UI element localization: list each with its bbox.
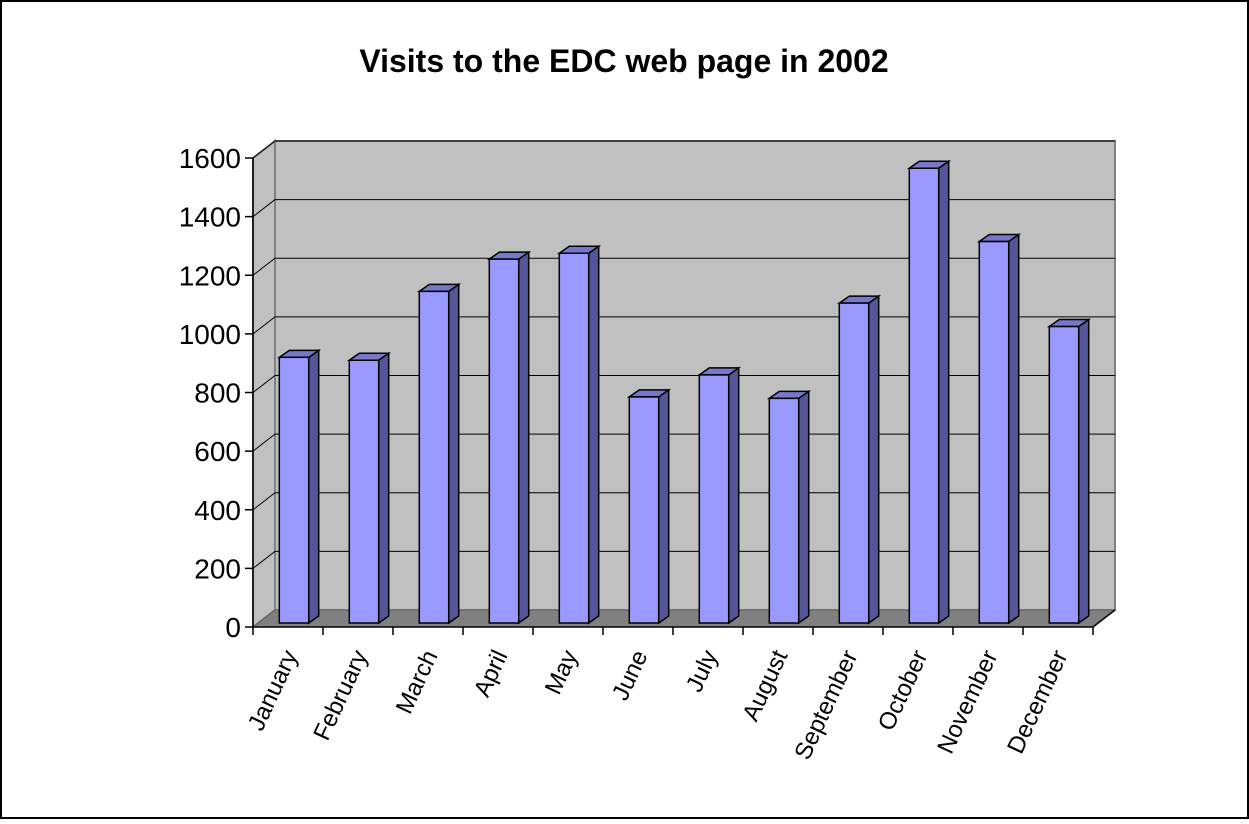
gridline — [252, 375, 1115, 393]
gridline — [252, 140, 1115, 159]
y-tick-label: 1200 — [179, 260, 241, 291]
gridline — [252, 433, 1115, 452]
bar-july — [696, 366, 742, 625]
bar-side — [587, 244, 600, 625]
bar-side — [867, 294, 880, 625]
floor-edge — [1092, 609, 1116, 628]
bar-front — [698, 374, 730, 624]
bar-december — [1046, 318, 1092, 625]
bar-front — [978, 240, 1010, 624]
bar-october — [906, 159, 952, 625]
y-tick-label: 200 — [194, 553, 241, 584]
y-tick-label: 600 — [194, 436, 241, 467]
y-tick-label: 1000 — [179, 319, 241, 350]
y-tick-label: 800 — [194, 378, 241, 409]
bar-side — [1007, 233, 1020, 625]
bar-front — [768, 397, 800, 624]
y-tick-label: 1600 — [179, 143, 241, 174]
bar-may — [556, 244, 602, 625]
bar-front — [838, 302, 870, 624]
y-tick-label: 400 — [194, 495, 241, 526]
bar-front — [628, 396, 660, 624]
bar-front — [1048, 325, 1080, 624]
bar-june — [626, 388, 672, 625]
bars — [276, 159, 1092, 625]
bar-front — [558, 252, 590, 624]
y-axis: 0 200 400 600 800 1000 1200 1400 1600 — [179, 143, 254, 643]
bar-september — [836, 294, 882, 625]
bar-side — [797, 389, 810, 625]
gridline — [252, 316, 1115, 335]
bar-august — [766, 389, 812, 625]
y-tick-label: 0 — [225, 612, 241, 643]
bar-front — [488, 258, 520, 624]
bar-front — [908, 167, 940, 624]
bar-february — [346, 351, 392, 625]
bar-side — [1077, 318, 1090, 625]
gridline — [252, 199, 1115, 218]
bar-front — [278, 356, 310, 624]
bar-front — [348, 359, 380, 624]
bar-april — [486, 250, 532, 625]
y-tick-label: 1400 — [179, 202, 241, 233]
bar-front — [418, 290, 450, 624]
bar-side — [517, 250, 530, 625]
bar-side — [307, 348, 320, 625]
bar-side — [937, 159, 950, 625]
bar-side — [377, 351, 390, 625]
bar-side — [447, 282, 460, 625]
gridline — [252, 257, 1115, 276]
gridlines — [252, 140, 1115, 569]
chart-title: Visits to the EDC web page in 2002 — [359, 43, 888, 79]
gridline — [252, 492, 1115, 511]
bar-march — [416, 282, 462, 625]
bar-side — [657, 388, 670, 625]
gridline — [252, 550, 1115, 569]
bar-side — [727, 366, 740, 625]
bar-january — [276, 348, 322, 625]
bar-november — [976, 233, 1022, 625]
